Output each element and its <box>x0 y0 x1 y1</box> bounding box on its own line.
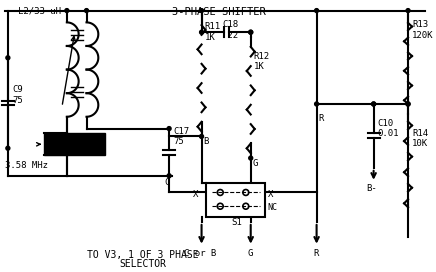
Text: 3.58 MHz: 3.58 MHz <box>5 161 48 170</box>
Text: C: C <box>164 178 170 187</box>
Circle shape <box>406 102 410 106</box>
Circle shape <box>249 156 253 160</box>
Bar <box>44 134 105 155</box>
Text: X: X <box>193 190 198 199</box>
Text: SELECTOR: SELECTOR <box>119 259 166 269</box>
Circle shape <box>200 30 204 34</box>
Circle shape <box>6 146 10 150</box>
Circle shape <box>371 102 375 106</box>
Circle shape <box>167 174 171 178</box>
Bar <box>207 183 266 217</box>
Text: B-: B- <box>366 184 377 193</box>
Circle shape <box>315 9 319 13</box>
Circle shape <box>406 102 410 106</box>
Text: X: X <box>267 190 273 199</box>
Text: G: G <box>248 249 253 258</box>
Circle shape <box>371 102 375 106</box>
Text: C or B: C or B <box>184 249 216 258</box>
Circle shape <box>200 134 204 138</box>
Circle shape <box>249 30 253 34</box>
Circle shape <box>200 9 204 13</box>
Circle shape <box>249 30 253 34</box>
Circle shape <box>315 102 319 106</box>
Text: G: G <box>253 159 258 168</box>
Text: TO V3, 1 OF 3 PHASE: TO V3, 1 OF 3 PHASE <box>87 251 198 261</box>
Text: NC: NC <box>267 203 277 212</box>
Text: R14
10K: R14 10K <box>412 129 428 148</box>
Text: R13
120K: R13 120K <box>412 20 433 40</box>
Text: R11
1K: R11 1K <box>204 22 221 42</box>
Circle shape <box>406 9 410 13</box>
Text: C9
75: C9 75 <box>13 85 24 105</box>
Text: R: R <box>319 114 324 123</box>
Text: R: R <box>313 249 319 258</box>
Circle shape <box>65 9 69 13</box>
Text: C10
0.01: C10 0.01 <box>378 119 399 138</box>
Circle shape <box>6 56 10 60</box>
Text: R12
1K: R12 1K <box>254 52 270 71</box>
Circle shape <box>85 9 89 13</box>
Text: B: B <box>204 137 209 146</box>
Text: C18
 22: C18 22 <box>222 20 238 40</box>
Text: L2/33 uH: L2/33 uH <box>18 7 61 16</box>
Circle shape <box>167 126 171 131</box>
Text: 3-PHASE SHIFTER: 3-PHASE SHIFTER <box>172 7 266 17</box>
Text: C17
75: C17 75 <box>173 126 189 146</box>
Text: S1: S1 <box>231 218 242 227</box>
